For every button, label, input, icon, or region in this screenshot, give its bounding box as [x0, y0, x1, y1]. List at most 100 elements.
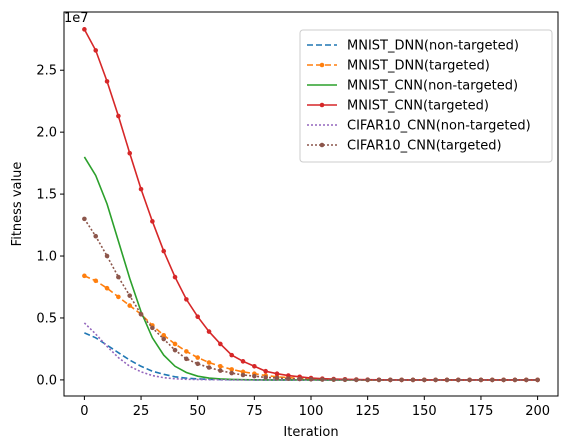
data-point: [207, 365, 212, 370]
x-tick-label: 100: [299, 404, 324, 419]
data-point: [195, 314, 200, 319]
x-tick-label: 175: [469, 404, 494, 419]
data-point: [127, 151, 132, 156]
data-point: [263, 375, 268, 380]
data-point: [252, 374, 257, 379]
y-tick-label: 0.5: [36, 311, 57, 326]
data-point: [93, 234, 98, 239]
data-point: [127, 293, 132, 298]
data-point: [263, 369, 268, 374]
data-point: [241, 373, 246, 378]
data-point: [150, 326, 155, 331]
y-axis-ticks: 0.0 0.5 1.0 1.5 2.0 2.5: [36, 64, 64, 389]
y-tick-label: 2.5: [36, 64, 57, 79]
data-point: [433, 378, 438, 383]
data-point: [105, 254, 110, 259]
data-point: [93, 48, 98, 53]
data-point: [275, 376, 280, 381]
legend-marker: [320, 143, 325, 148]
data-point: [139, 187, 144, 192]
y-tick-label: 1.0: [36, 250, 57, 265]
data-point: [82, 217, 87, 222]
data-point: [229, 353, 234, 358]
data-point: [354, 378, 359, 383]
data-point: [82, 27, 87, 32]
y-axis-label: Fitness value: [10, 162, 25, 247]
data-point: [286, 376, 291, 381]
data-point: [479, 378, 484, 383]
x-tick-label: 200: [525, 404, 550, 419]
data-point: [116, 114, 121, 119]
legend-label: CIFAR10_CNN(targeted): [347, 139, 502, 154]
data-point: [161, 249, 166, 254]
data-point: [150, 219, 155, 224]
data-point: [139, 312, 144, 317]
data-point: [218, 368, 223, 373]
legend-label: CIFAR10_CNN(non-targeted): [347, 119, 531, 134]
series-line: [84, 157, 537, 380]
data-point: [445, 378, 450, 383]
data-point: [105, 286, 110, 291]
data-point: [309, 377, 314, 382]
series-5: [82, 217, 540, 383]
data-point: [241, 359, 246, 364]
data-point: [399, 378, 404, 383]
data-point: [173, 275, 178, 280]
series-line: [84, 219, 537, 380]
legend-label: MNIST_DNN(targeted): [347, 59, 490, 74]
legend-marker: [320, 103, 325, 108]
data-point: [297, 377, 302, 382]
data-point: [82, 274, 87, 279]
data-point: [173, 348, 178, 353]
data-point: [513, 378, 518, 383]
data-point: [388, 378, 393, 383]
data-point: [116, 295, 121, 300]
data-point: [184, 349, 189, 354]
x-tick-label: 125: [355, 404, 380, 419]
data-point: [105, 79, 110, 84]
y-scale-note: 1e7: [64, 11, 89, 26]
x-axis-ticks: 0 25 50 75 100 125 150 175 200: [80, 396, 550, 419]
data-point: [184, 357, 189, 362]
data-point: [195, 361, 200, 366]
x-tick-label: 150: [412, 404, 437, 419]
series-line: [84, 333, 537, 380]
data-point: [93, 279, 98, 284]
series-line: [84, 323, 537, 380]
data-point: [377, 378, 382, 383]
y-tick-label: 1.5: [36, 188, 57, 203]
legend-label: MNIST_DNN(non-targeted): [347, 39, 519, 54]
data-point: [161, 337, 166, 342]
data-point: [320, 377, 325, 382]
data-point: [331, 377, 336, 382]
data-point: [218, 364, 223, 369]
legend: MNIST_DNN(non-targeted) MNIST_DNN(targete…: [300, 30, 552, 162]
data-point: [365, 378, 370, 383]
x-axis-label: Iteration: [283, 425, 338, 440]
legend-label: MNIST_CNN(targeted): [347, 99, 489, 114]
legend-label: MNIST_CNN(non-targeted): [347, 79, 518, 94]
data-point: [467, 378, 472, 383]
data-point: [207, 329, 212, 334]
series-2: [84, 157, 537, 380]
legend-marker: [320, 63, 325, 68]
data-point: [218, 342, 223, 347]
data-point: [127, 303, 132, 308]
y-tick-label: 0.0: [36, 373, 57, 388]
data-point: [343, 377, 348, 382]
x-tick-label: 75: [246, 404, 263, 419]
data-point: [229, 371, 234, 376]
data-point: [535, 378, 540, 383]
data-point: [184, 297, 189, 302]
data-point: [490, 378, 495, 383]
data-point: [501, 378, 506, 383]
series-0: [84, 333, 537, 380]
y-tick-label: 2.0: [36, 126, 57, 141]
data-point: [173, 342, 178, 347]
data-point: [411, 378, 416, 383]
data-point: [524, 378, 529, 383]
data-point: [195, 355, 200, 360]
x-tick-label: 50: [189, 404, 206, 419]
data-point: [456, 378, 461, 383]
data-point: [275, 371, 280, 376]
